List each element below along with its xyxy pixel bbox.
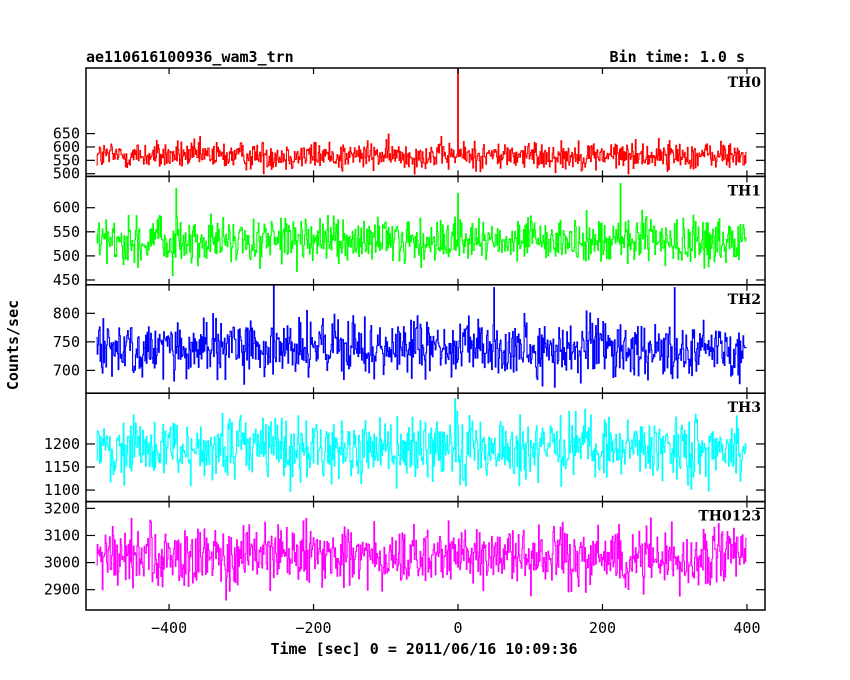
x-axis: −400 −200 0 200 400	[151, 619, 760, 637]
panel-frame	[85, 175, 766, 286]
series-line-th2	[96, 285, 747, 388]
y-tick-label: 3200	[44, 499, 80, 517]
panel-frame	[85, 500, 766, 611]
panel-label: TH0123	[698, 509, 761, 525]
x-axis-title: Time [sec] 0 = 2011/06/16 10:09:36	[270, 640, 577, 658]
panel-th2: 700 750 800 TH2	[53, 284, 766, 394]
y-tick-label: 800	[53, 304, 80, 322]
y-tick-label: 500	[53, 165, 80, 183]
panel-label: TH0	[728, 75, 762, 91]
y-tick-label: 650	[53, 125, 80, 143]
panels: 500550600650TH0450500550600TH1700750800T…	[44, 67, 766, 611]
y-tick-label: 450	[53, 271, 80, 289]
y-tick-label: 700	[53, 361, 80, 379]
series-line-th3	[96, 398, 747, 492]
series-line-th1	[96, 183, 747, 277]
y-tick-label: 1100	[44, 481, 80, 499]
panel-th1: 450 500 550 600 TH1	[53, 175, 766, 289]
y-tick-label: 600	[53, 138, 80, 156]
x-tick-label: 0	[453, 619, 462, 637]
y-tick-label: 500	[53, 247, 80, 265]
x-tick-label: 200	[589, 619, 616, 637]
y-tick-label: 550	[53, 151, 80, 169]
y-tick-label: 3000	[44, 554, 80, 572]
panel-label: TH3	[728, 400, 761, 416]
y-tick-label: 750	[53, 333, 80, 351]
panel-th3: 1100 1150 1200 TH3	[44, 392, 766, 503]
series-line-th0	[96, 68, 747, 175]
x-tick-label: −400	[151, 619, 187, 637]
y-tick-label: 1200	[44, 435, 80, 453]
bin-time-label: Bin time: 1.0 s	[610, 48, 745, 66]
y-tick-label: 600	[53, 199, 80, 217]
y-tick-label: 3100	[44, 526, 80, 544]
x-tick-label: 400	[733, 619, 760, 637]
x-tick-label: −200	[295, 619, 331, 637]
panel-th0123: 2900 3000 3100 3200 TH0123	[44, 499, 766, 611]
y-axis-title: Counts/sec	[4, 300, 22, 390]
series-line-th0123	[96, 517, 747, 601]
y-tick-label: 550	[53, 223, 80, 241]
panel-label: TH2	[728, 292, 761, 308]
plot-title: ae110616100936_wam3_trn	[86, 48, 294, 66]
y-tick-label: 2900	[44, 581, 80, 599]
y-tick-label: 1150	[44, 458, 80, 476]
panel-label: TH1	[728, 183, 761, 199]
